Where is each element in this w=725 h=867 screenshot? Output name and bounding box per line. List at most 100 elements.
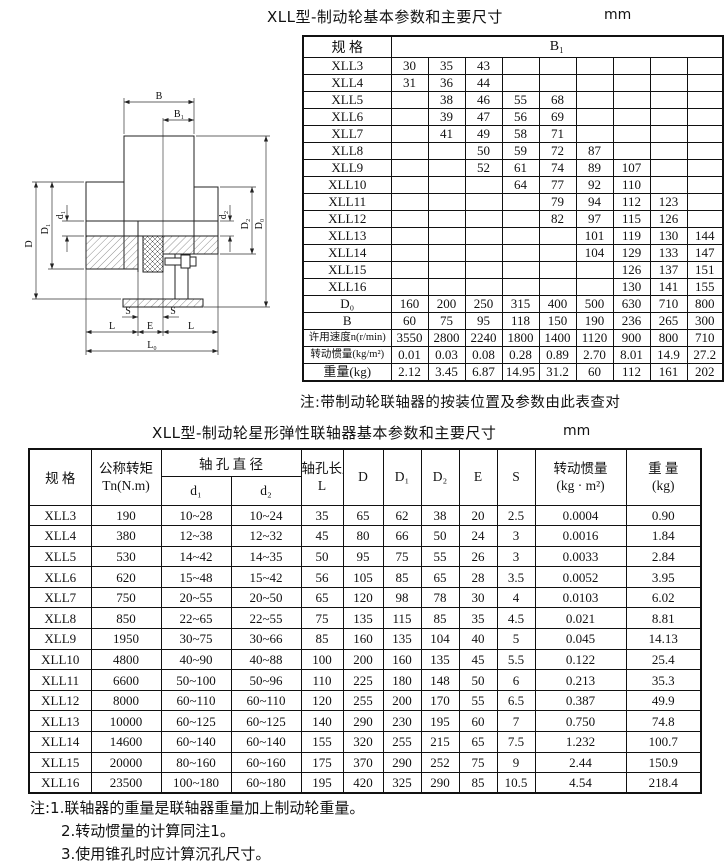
table-cell: 3 (496, 525, 536, 547)
table-cell: 115 (382, 607, 422, 630)
table-cell: 75 (458, 751, 498, 774)
table-cell: 15~42 (230, 566, 302, 588)
row-label: XLL13 (28, 710, 92, 733)
table-cell: 66 (382, 525, 422, 547)
table-cell: 35 (458, 607, 498, 630)
table-cell: 60~140 (160, 731, 232, 753)
table-cell: 8.81 (625, 607, 702, 630)
table-cell: 900 (612, 329, 651, 347)
table-cell: 160 (390, 295, 429, 313)
coupling-table: 规 格 公称转矩 Tn(N.m) 轴 孔 直 径 轴孔长度 L D D₁ D₂ … (28, 448, 702, 795)
table-cell: 0.03 (427, 346, 466, 364)
t2-header-bore-length-line2: L (317, 478, 327, 494)
table-cell: 202 (686, 363, 724, 382)
table-cell: 65 (458, 731, 498, 753)
row-label: XLL3 (28, 504, 92, 527)
table-cell: 95 (464, 312, 503, 330)
table-cell: 0.387 (534, 689, 627, 712)
table-cell: 1120 (575, 329, 614, 347)
table-cell: 4.54 (534, 772, 627, 794)
row-label: XLL16 (28, 772, 92, 794)
row-label: XLL12 (28, 689, 92, 712)
table-cell: 30~75 (160, 628, 232, 650)
table-cell: 56 (501, 108, 540, 126)
table-cell: 120 (300, 689, 344, 712)
table-cell (575, 108, 614, 126)
table-cell (686, 142, 724, 160)
table-cell: 215 (420, 731, 460, 753)
t2-header-inertia-line1: 转动惯量 (553, 461, 608, 477)
table-cell: 1800 (501, 329, 540, 347)
table2-row: XLL6 620 15~48 15~42 56 105 85 65 28 3.5 0.0052 3.9… (28, 566, 702, 588)
table2-row: XLL11 6600 50~100 50~96 110 225 180 148 50 6 0.213… (28, 669, 702, 691)
t2-header-inertia: 转动惯量 (kg · m²) (534, 448, 627, 506)
t2-header-bore-diameter: 轴 孔 直 径 (160, 448, 302, 477)
table-cell: 14.95 (501, 363, 540, 382)
table-cell: 68 (538, 91, 577, 109)
table-cell: 4800 (90, 648, 162, 671)
table-cell: 8000 (90, 689, 162, 712)
table-cell: 130 (612, 278, 651, 296)
table-cell: 2.5 (496, 504, 536, 527)
dim-label-d1-small: d₁ (55, 211, 66, 220)
table-cell: 40~88 (230, 648, 302, 671)
row-label: XLL9 (302, 159, 392, 177)
table-cell: 252 (420, 751, 460, 774)
table-cell: 62 (382, 504, 422, 527)
table-cell: 0.01 (390, 346, 429, 364)
table-cell (464, 227, 503, 245)
table-cell (575, 74, 614, 92)
table-cell: 144 (686, 227, 724, 245)
table-cell (464, 244, 503, 262)
table-cell: 0.89 (538, 346, 577, 364)
table2-header-row-2: d₁ d₂ (29, 475, 701, 506)
table-cell: 2.84 (625, 545, 702, 568)
table-cell: 1950 (90, 628, 162, 650)
table1-row: XLL11 79 94 112 123 (302, 193, 724, 211)
table-cell (686, 108, 724, 126)
table-cell: 85 (420, 607, 460, 630)
table1-row: XLL10 64 77 92 110 (302, 176, 724, 194)
table-cell: 118 (501, 312, 540, 330)
table-cell: 155 (686, 278, 724, 296)
table-cell (427, 227, 466, 245)
table-cell (501, 57, 540, 75)
table-cell: 1400 (538, 329, 577, 347)
table-cell: 61 (501, 159, 540, 177)
table-cell: 79 (538, 193, 577, 211)
table-cell: 39 (427, 108, 466, 126)
table-cell: 60~125 (160, 710, 232, 733)
table-cell: 97 (575, 210, 614, 228)
table-cell: 58 (501, 125, 540, 143)
table-cell (686, 210, 724, 228)
table1-unit-label: mm (604, 7, 632, 23)
table-cell: 94 (575, 193, 614, 211)
t2-header-weight-line2: (kg) (652, 478, 675, 494)
table1-row: 许用速度n(r/min) 3550 2800 2240 1800 1400 1120 900 8… (302, 329, 724, 347)
dim-label-s-right: S (170, 306, 176, 317)
table-cell: 85 (382, 566, 422, 588)
table1-row: XLL14 104 129 133 147 (302, 244, 724, 262)
table-cell (390, 125, 429, 143)
table-cell: 104 (575, 244, 614, 262)
table-cell: 0.0004 (534, 504, 627, 527)
table-cell: 56 (300, 566, 344, 588)
table-cell: 60 (458, 710, 498, 733)
table-cell: 180 (382, 669, 422, 691)
table-cell (612, 57, 651, 75)
footer-note-3: 3.使用锥孔时应计算沉孔尺寸。 (61, 845, 271, 863)
dim-label-l0: L₀ (147, 340, 157, 351)
table-cell: 151 (686, 261, 724, 279)
row-label: XLL4 (302, 74, 392, 92)
table-cell: 6 (496, 669, 536, 691)
table-cell: 4 (496, 586, 536, 609)
table-cell: 135 (342, 607, 384, 630)
table-cell: 126 (612, 261, 651, 279)
row-label: XLL6 (28, 566, 92, 588)
dim-label-e: E (147, 321, 153, 332)
row-label: 转动惯量(kg/m²) (302, 346, 392, 364)
table-cell: 30~66 (230, 628, 302, 650)
row-label: XLL14 (28, 731, 92, 753)
table-cell: 255 (342, 689, 384, 712)
table-cell: 10000 (90, 710, 162, 733)
